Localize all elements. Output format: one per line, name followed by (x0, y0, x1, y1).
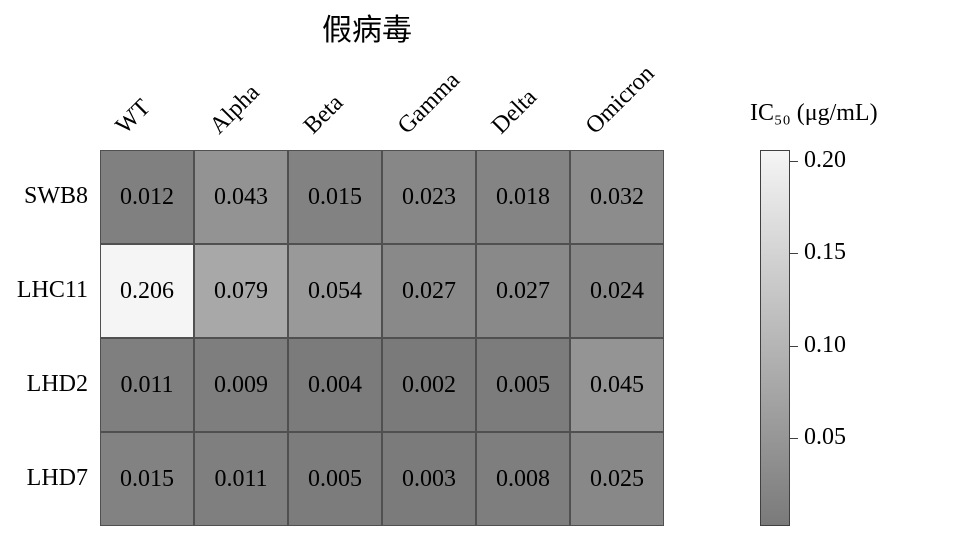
cell: 0.054 (288, 244, 382, 338)
row-header-swb8: SWB8 (0, 183, 88, 210)
cell: 0.009 (194, 338, 288, 432)
cell: 0.025 (570, 432, 664, 526)
colorbar-gradient (760, 150, 790, 526)
column-header-wt: WT (111, 95, 156, 140)
row-header-lhd2: LHD2 (0, 371, 88, 398)
chart-title: 假病毒 (322, 5, 412, 49)
cell: 0.206 (100, 244, 194, 338)
colorbar-title: IC₅₀ (μg/mL) (750, 100, 878, 127)
colorbar-tick (790, 346, 798, 347)
colorbar: IC₅₀ (μg/mL) 0.200.150.100.05 (760, 150, 910, 526)
cell: 0.015 (288, 150, 382, 244)
row-header-lhc11: LHC11 (0, 277, 88, 304)
colorbar-tick-label: 0.05 (804, 424, 846, 451)
column-header-delta: Delta (487, 84, 543, 140)
cell: 0.005 (476, 338, 570, 432)
cell: 0.011 (100, 338, 194, 432)
colorbar-tick-label: 0.20 (804, 147, 846, 174)
heatmap-grid: 0.0120.0430.0150.0230.0180.0320.2060.079… (100, 150, 664, 526)
cell: 0.027 (382, 244, 476, 338)
cell: 0.032 (570, 150, 664, 244)
column-header-alpha: Alpha (205, 79, 266, 140)
cell: 0.002 (382, 338, 476, 432)
cell: 0.015 (100, 432, 194, 526)
cell: 0.005 (288, 432, 382, 526)
cell: 0.045 (570, 338, 664, 432)
colorbar-tick-label: 0.15 (804, 239, 846, 266)
colorbar-tick-label: 0.10 (804, 332, 846, 359)
cell: 0.018 (476, 150, 570, 244)
cell: 0.079 (194, 244, 288, 338)
colorbar-tick (790, 438, 798, 439)
colorbar-tick (790, 161, 798, 162)
cell: 0.027 (476, 244, 570, 338)
cell: 0.043 (194, 150, 288, 244)
cell: 0.024 (570, 244, 664, 338)
colorbar-tick (790, 253, 798, 254)
column-header-gamma: Gamma (393, 67, 466, 140)
cell: 0.004 (288, 338, 382, 432)
cell: 0.008 (476, 432, 570, 526)
cell: 0.023 (382, 150, 476, 244)
row-header-lhd7: LHD7 (0, 465, 88, 492)
cell: 0.011 (194, 432, 288, 526)
column-header-beta: Beta (299, 90, 349, 140)
heatmap-container: 假病毒 WT Alpha Beta Gamma Delta Omicron SWB8 LHC… (0, 0, 961, 551)
cell: 0.012 (100, 150, 194, 244)
cell: 0.003 (382, 432, 476, 526)
column-header-omicron: Omicron (581, 61, 660, 140)
